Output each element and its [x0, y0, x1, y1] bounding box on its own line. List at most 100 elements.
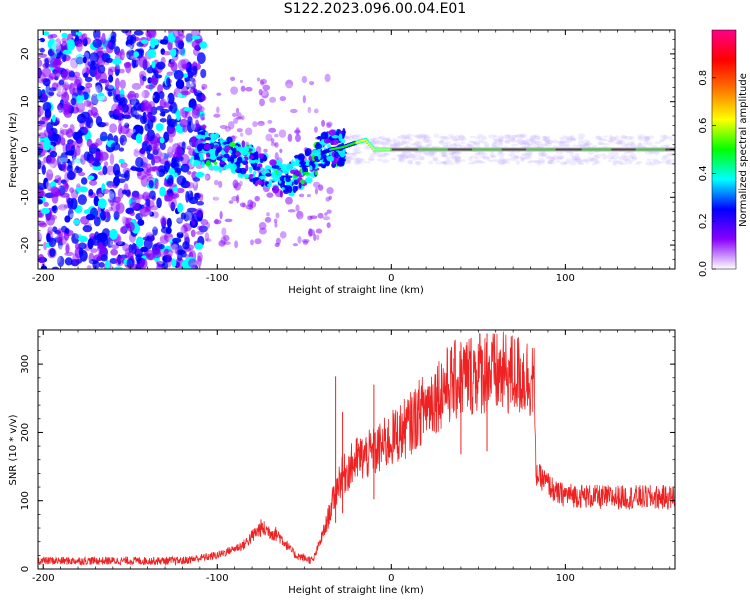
heatmap-cell	[595, 135, 602, 141]
heatmap-cell	[121, 189, 128, 195]
heatmap-cell	[195, 85, 205, 94]
heatmap-ridge-core	[416, 148, 419, 151]
heatmap-ridge-core	[546, 148, 550, 151]
heatmap-cell	[550, 156, 557, 160]
heatmap-cell	[280, 181, 285, 189]
heatmap-cell	[534, 140, 540, 145]
heatmap-ridge-core	[487, 148, 491, 151]
heatmap-cell	[566, 137, 573, 141]
heatmap-cell	[620, 143, 629, 147]
heatmap-cell	[201, 174, 210, 180]
heatmap-cell	[422, 134, 431, 138]
heatmap-cell	[189, 87, 197, 94]
heatmap-cell	[145, 113, 154, 121]
heatmap-cell	[529, 135, 537, 139]
heatmap-cell	[621, 154, 627, 159]
heatmap-cell	[158, 243, 165, 250]
heatmap-cell	[348, 134, 355, 139]
heatmap-cell	[376, 136, 383, 140]
heatmap-cell	[454, 159, 460, 165]
heatmap-cell	[629, 142, 637, 148]
heatmap-cell	[618, 156, 625, 161]
heatmap-cell	[136, 194, 145, 200]
heatmap-cell	[107, 68, 114, 77]
heatmap-cell	[475, 156, 480, 160]
heatmap-cell	[219, 198, 227, 204]
heatmap-cell	[629, 135, 635, 140]
heatmap-cell	[559, 136, 565, 141]
heatmap-ridge-outer	[324, 149, 328, 154]
heatmap-cell	[372, 137, 377, 141]
heatmap-cell	[491, 141, 498, 146]
heatmap-cell	[499, 136, 504, 140]
heatmap-cell	[125, 149, 136, 155]
heatmap-cell	[243, 174, 250, 179]
heatmap-cell	[322, 216, 331, 221]
heatmap-cell	[109, 114, 120, 119]
heatmap-cell	[122, 114, 132, 120]
heatmap-cell	[188, 258, 198, 268]
heatmap-cell	[115, 50, 123, 56]
heatmap-cell	[54, 175, 62, 182]
heatmap-cell	[615, 142, 623, 145]
heatmap-cell	[525, 137, 534, 142]
heatmap-cell	[100, 254, 108, 262]
heatmap-ridge-core	[654, 148, 658, 151]
heatmap-cell	[638, 142, 643, 147]
heatmap-cell	[541, 151, 546, 155]
heatmap-cell	[200, 68, 207, 79]
heatmap-cell	[169, 191, 180, 200]
heatmap-ridge-core	[592, 148, 595, 151]
heatmap-cell	[318, 111, 323, 120]
heatmap-cell	[120, 117, 130, 126]
heatmap-ridge-core	[418, 148, 421, 151]
heatmap-cell	[247, 199, 254, 208]
heatmap-cell	[64, 215, 71, 223]
heatmap-cell	[400, 155, 409, 160]
heatmap-cell	[112, 163, 121, 176]
heatmap-cell	[220, 160, 225, 165]
heatmap-cell	[351, 152, 357, 156]
heatmap-cell	[602, 145, 608, 148]
heatmap-cell	[548, 158, 555, 163]
heatmap-cell	[234, 240, 239, 249]
heatmap-cell	[41, 164, 46, 175]
heatmap-ridge-core	[632, 148, 635, 151]
heatmap-cell	[375, 140, 383, 145]
heatmap-cell	[49, 248, 56, 258]
heatmap-cell	[314, 169, 318, 176]
heatmap-cell	[114, 65, 120, 77]
colorbar-label: Normalized spectral amplitude	[738, 73, 749, 227]
heatmap-cell	[281, 187, 285, 191]
heatmap-cell	[313, 233, 317, 242]
heatmap-cell	[664, 144, 671, 148]
heatmap-cell	[185, 32, 193, 43]
heatmap-cell	[447, 162, 455, 165]
heatmap-ridge-core	[405, 148, 409, 151]
heatmap-cell	[166, 77, 171, 87]
heatmap-ridge-core	[526, 148, 529, 151]
heatmap-cell	[233, 182, 241, 191]
heatmap-cell	[574, 157, 581, 161]
heatmap-cell	[564, 139, 573, 143]
heatmap-cell	[197, 225, 203, 231]
heatmap-cell	[61, 91, 70, 103]
heatmap-cell	[563, 136, 569, 140]
heatmap-ridge-core	[362, 139, 365, 142]
heatmap-cell	[213, 179, 219, 186]
heatmap-cell	[553, 154, 558, 157]
heatmap-cell	[505, 134, 511, 139]
heatmap-cell	[309, 165, 313, 171]
heatmap-cell	[440, 153, 449, 158]
heatmap-cell	[154, 31, 162, 37]
heatmap-cell	[72, 87, 79, 95]
heatmap-cell	[113, 93, 119, 103]
heatmap-ridge-core	[580, 148, 583, 151]
heatmap-cell	[224, 126, 231, 132]
heatmap-cell	[370, 137, 375, 143]
heatmap-cell	[181, 63, 188, 70]
heatmap-cell	[66, 197, 74, 206]
colorbar-gradient	[712, 30, 736, 269]
heatmap-cell	[416, 135, 422, 140]
